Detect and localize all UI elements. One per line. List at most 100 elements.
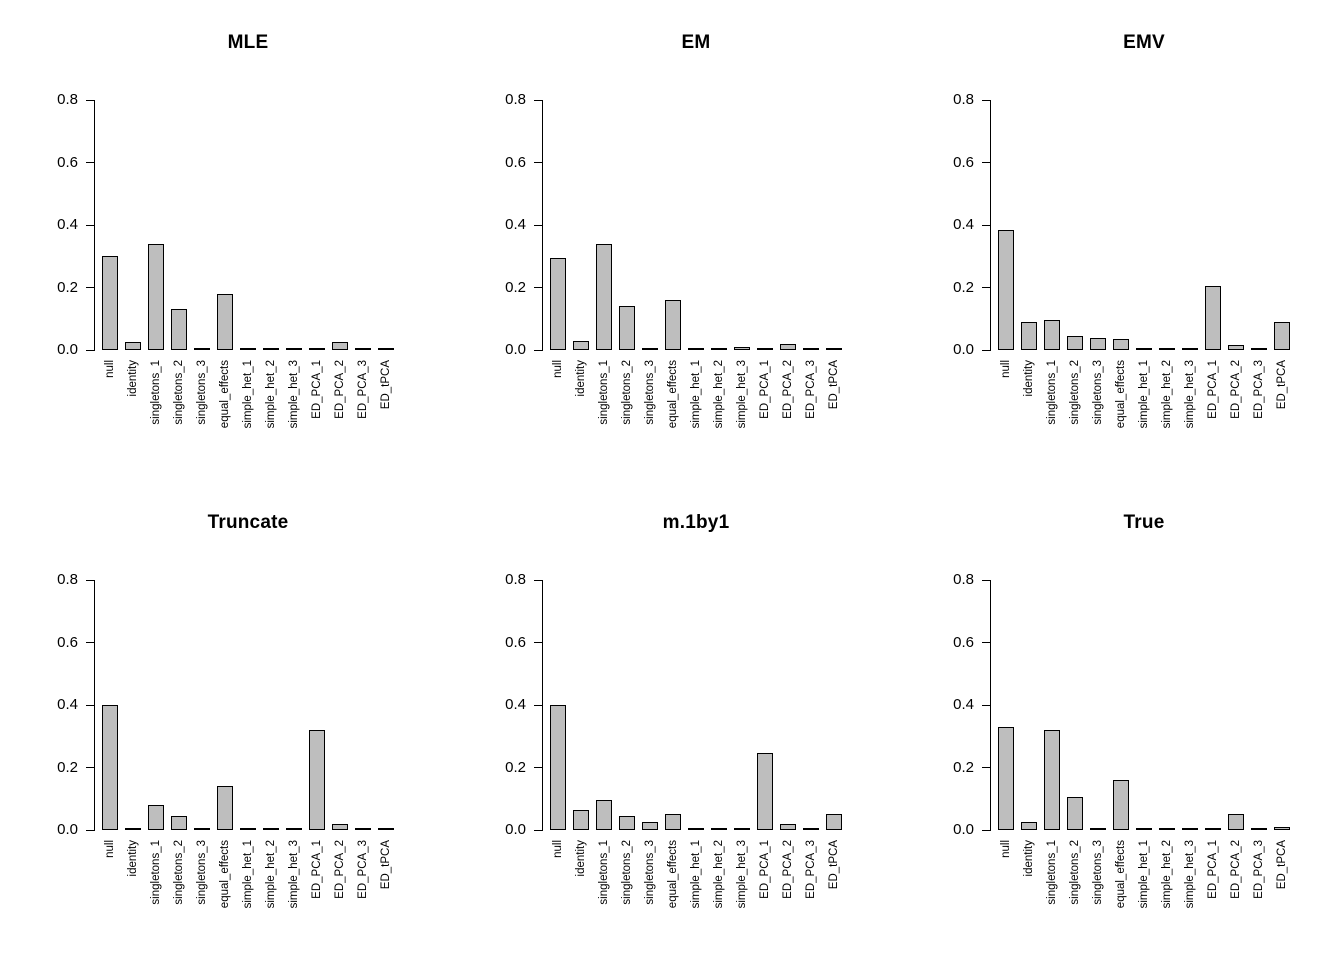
x-tick-label: ED_PCA_3 [805, 840, 817, 899]
chart-panel-truncate: Truncate 0.0 0.2 0.4 0.6 0.8 null identity singl… [0, 480, 448, 960]
bar-null [550, 705, 566, 830]
x-tick-label: simple_het_2 [1161, 360, 1173, 429]
chart-panel-true: True 0.0 0.2 0.4 0.6 0.8 null identity singleton… [896, 480, 1344, 960]
y-tick-label: 0.4 [57, 216, 78, 233]
bar-simple_het_3 [1182, 828, 1198, 830]
bar-singletons_1 [1044, 320, 1060, 350]
y-axis-tick [982, 642, 990, 643]
x-tick-label: ED_PCA_2 [334, 840, 346, 899]
x-tick-label: equal_effects [667, 360, 679, 429]
y-axis-tick [534, 287, 542, 288]
y-tick-label: 0.6 [57, 633, 78, 651]
bar-ED_PCA_2 [332, 824, 348, 830]
bar-simple_het_3 [286, 828, 302, 830]
y-axis-tick [982, 99, 990, 101]
y-axis-tick [86, 704, 94, 706]
x-tick-label: singletons_2 [173, 840, 185, 905]
x-tick-label: identity [1023, 840, 1035, 877]
y-axis-tick [982, 287, 990, 288]
panel-title: EM [681, 32, 711, 53]
bar-equal_effects [665, 300, 681, 350]
bar-simple_het_2 [711, 828, 727, 830]
y-axis-line [94, 100, 95, 351]
x-tick-label: ED_PCA_1 [1207, 840, 1219, 899]
bar-null [998, 230, 1014, 350]
bar-simple_het_1 [688, 828, 704, 830]
bar-singletons_3 [194, 828, 210, 830]
y-tick-label: 0.2 [953, 278, 974, 296]
y-tick-label: 0.2 [505, 758, 526, 776]
y-axis-tick [982, 224, 990, 226]
x-tick-label: simple_het_3 [288, 360, 300, 429]
bar-simple_het_2 [1159, 348, 1175, 350]
x-tick-label: ED_tPCA [1276, 360, 1288, 410]
y-tick-label: 0.6 [953, 153, 974, 171]
panel-title: m.1by1 [662, 512, 730, 533]
chart-panel-mle: MLE 0.0 0.2 0.4 0.6 0.8 null identity singletons… [0, 0, 448, 480]
bar-identity [1021, 822, 1037, 830]
y-axis-tick [86, 349, 94, 351]
chart-panel-emv: EMV 0.0 0.2 0.4 0.6 0.8 null identity singletons… [896, 0, 1344, 480]
bar-ED_PCA_1 [1205, 286, 1221, 350]
y-tick-label: 0.4 [57, 696, 78, 713]
x-tick-label: ED_PCA_2 [334, 360, 346, 419]
x-tick-label: singletons_1 [150, 360, 162, 425]
x-tick-label: equal_effects [1115, 360, 1127, 429]
bar-ED_PCA_2 [1228, 345, 1244, 350]
x-tick-label: equal_effects [667, 840, 679, 909]
y-tick-label: 0.0 [953, 821, 974, 838]
bar-ED_PCA_3 [1251, 348, 1267, 350]
bar-ED_PCA_3 [355, 828, 371, 830]
bar-ED_PCA_2 [780, 824, 796, 830]
x-tick-label: singletons_1 [1046, 840, 1058, 905]
y-axis-tick [982, 579, 990, 581]
x-tick-label: ED_PCA_1 [311, 360, 323, 419]
x-tick-label: ED_PCA_2 [782, 360, 794, 419]
y-axis-tick [86, 162, 94, 163]
x-tick-label: singletons_3 [196, 360, 208, 425]
y-tick-label: 0.8 [505, 571, 526, 588]
bar-identity [125, 828, 141, 830]
y-axis-tick [534, 829, 542, 831]
x-tick-label: singletons_3 [1092, 840, 1104, 905]
bar-null [550, 258, 566, 350]
y-axis-line [990, 580, 991, 831]
x-tick-label: singletons_3 [1092, 360, 1104, 425]
x-tick-label: null [1000, 840, 1012, 858]
bar-singletons_2 [619, 816, 635, 830]
x-tick-label: simple_het_1 [242, 840, 254, 909]
x-tick-label: equal_effects [219, 360, 231, 429]
chart-panel-m-1by1: m.1by1 0.0 0.2 0.4 0.6 0.8 null identity singlet… [448, 480, 896, 960]
y-axis-tick [534, 162, 542, 163]
bar-ED_tPCA [826, 348, 842, 350]
bar-equal_effects [1113, 780, 1129, 830]
y-tick-label: 0.6 [953, 633, 974, 651]
bar-simple_het_3 [286, 348, 302, 350]
x-tick-label: identity [575, 840, 587, 877]
bar-singletons_1 [596, 800, 612, 830]
bar-singletons_2 [1067, 336, 1083, 350]
y-axis-tick [534, 224, 542, 226]
bar-equal_effects [1113, 339, 1129, 350]
y-tick-label: 0.0 [505, 341, 526, 358]
y-tick-label: 0.8 [505, 91, 526, 108]
y-axis-tick [534, 704, 542, 706]
x-tick-label: simple_het_2 [1161, 840, 1173, 909]
y-tick-label: 0.2 [953, 758, 974, 776]
x-tick-label: singletons_2 [621, 840, 633, 905]
y-axis-tick [86, 829, 94, 831]
x-tick-label: null [104, 360, 116, 378]
bar-simple_het_2 [711, 348, 727, 350]
bar-singletons_3 [642, 348, 658, 350]
y-tick-label: 0.0 [57, 341, 78, 358]
bar-singletons_1 [1044, 730, 1060, 830]
x-tick-label: null [1000, 360, 1012, 378]
y-axis-tick [534, 99, 542, 101]
y-tick-label: 0.8 [57, 571, 78, 588]
x-tick-label: ED_tPCA [1276, 840, 1288, 890]
y-tick-label: 0.2 [505, 278, 526, 296]
x-tick-label: null [104, 840, 116, 858]
bar-simple_het_1 [1136, 348, 1152, 350]
bar-ED_PCA_2 [332, 342, 348, 350]
bar-singletons_2 [619, 306, 635, 350]
